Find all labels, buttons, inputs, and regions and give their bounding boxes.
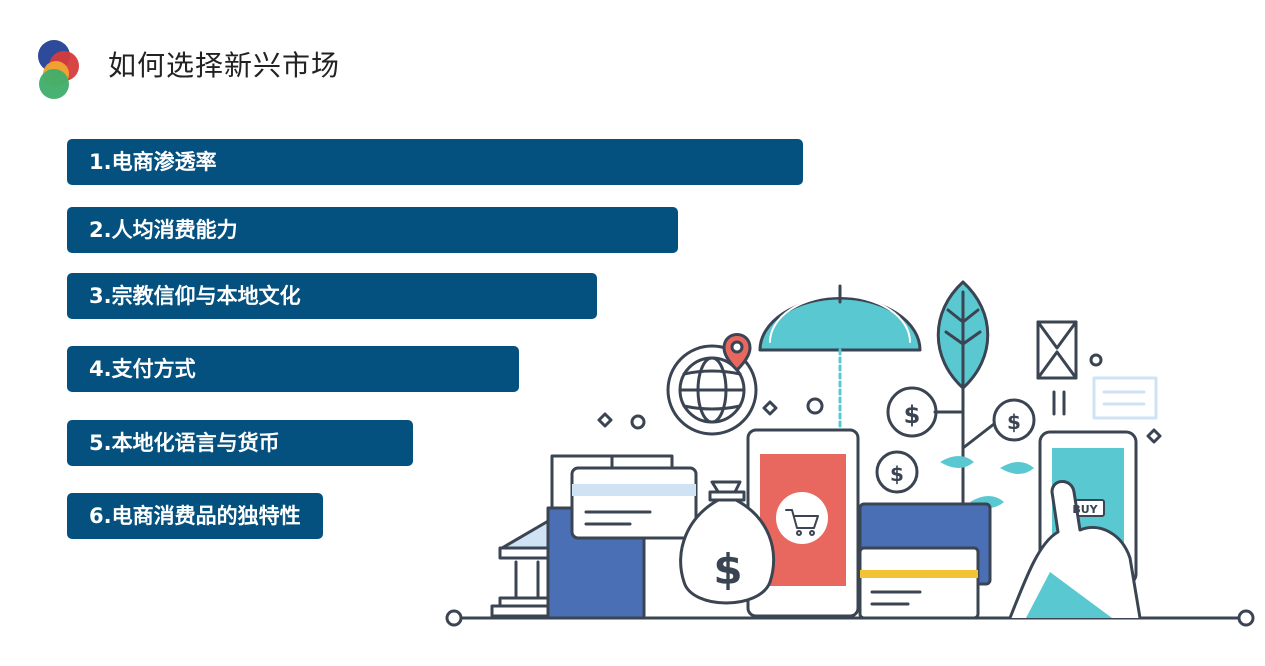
envelope-icon (1036, 320, 1078, 380)
map-pin-icon (722, 333, 752, 372)
logo-icon (38, 40, 79, 99)
list-item-1: 1.电商渗透率 (67, 139, 803, 185)
coin-dollar-2: $ (1007, 410, 1021, 434)
leaf-icon (936, 280, 990, 514)
money-bag-icon (679, 480, 776, 605)
list-item-3: 3.宗教信仰与本地文化 (67, 273, 597, 319)
list-item-4: 4.支付方式 (67, 346, 519, 392)
dollar-coin-icon (875, 386, 1036, 494)
money-bag-dollar: $ (713, 545, 742, 594)
credit-card-icon (570, 466, 698, 540)
hand-icon (1008, 480, 1142, 620)
shopping-cart-icon (785, 509, 819, 536)
page-title: 如何选择新兴市场 (108, 49, 341, 82)
buy-button-label: BUY (1072, 503, 1098, 516)
list-item-2: 2.人均消费能力 (67, 207, 678, 253)
list-item-5: 5.本地化语言与货币 (67, 420, 413, 466)
coin-dollar-3: $ (890, 462, 904, 486)
coin-dollar-1: $ (904, 401, 921, 429)
umbrella-icon (758, 284, 922, 432)
list-item-6: 6.电商消费品的独特性 (67, 493, 323, 539)
ecommerce-illustration: $ $ $ $ BUY (445, 280, 1255, 627)
